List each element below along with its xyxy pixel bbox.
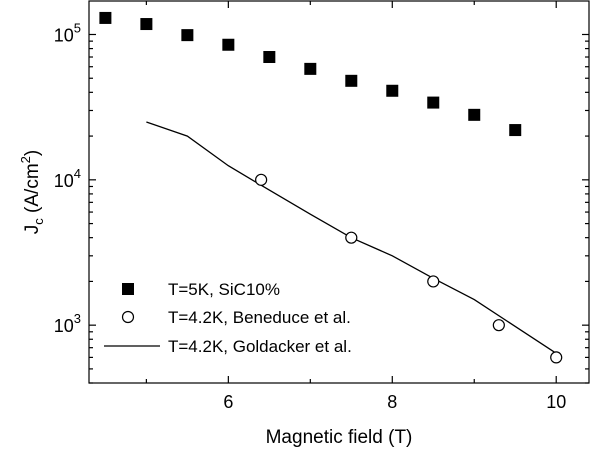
legend-marker: [122, 283, 134, 295]
y-axis-label: Jc (A/cm2): [18, 150, 46, 234]
x-tick-label: 8: [387, 392, 397, 412]
legend: T=5K, SiC10% T=4.2K, Beneduce et al. T=4.2…: [104, 280, 352, 356]
x-axis-label: Magnetic field (T): [266, 427, 413, 448]
y-tick-label: 104: [54, 166, 81, 191]
data-point: [181, 29, 194, 42]
data-point: [550, 351, 563, 364]
data-point: [345, 231, 358, 244]
axis-ticks: 6 8 10 103 104 105: [54, 1, 589, 412]
series-layer: [99, 11, 563, 364]
plot-area-frame: [88, 0, 590, 384]
data-point: [345, 74, 358, 87]
y-tick-label: 103: [54, 311, 81, 336]
data-point: [509, 124, 522, 137]
data-point: [386, 84, 399, 97]
legend-entry-label: T=4.2K, Beneduce et al.: [168, 308, 351, 327]
data-point: [99, 11, 112, 24]
data-point: [255, 173, 268, 186]
data-point: [427, 96, 440, 109]
data-point: [263, 51, 276, 64]
data-point: [427, 275, 440, 288]
y-tick-label: 105: [54, 20, 81, 45]
legend-entry-label: T=5K, SiC10%: [168, 280, 280, 299]
data-point: [140, 18, 153, 31]
data-point: [492, 319, 505, 332]
x-tick-label: 10: [546, 392, 566, 412]
x-tick-label: 6: [223, 392, 233, 412]
data-point: [468, 108, 481, 121]
data-point: [304, 62, 317, 75]
legend-marker: [121, 310, 135, 324]
data-point: [222, 38, 235, 51]
legend-entry-label: T=4.2K, Goldacker et al.: [168, 337, 352, 356]
